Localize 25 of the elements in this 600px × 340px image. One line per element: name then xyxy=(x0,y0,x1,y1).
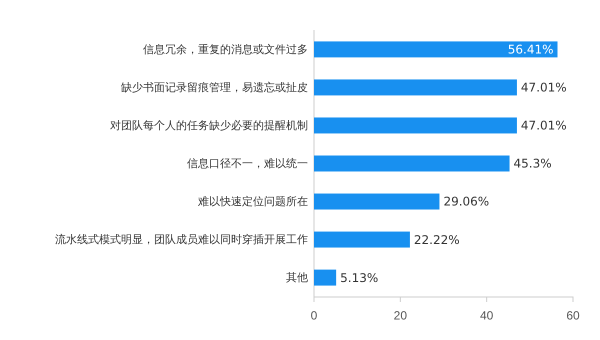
y-tick-label: 信息冗余，重复的消息或文件过多 xyxy=(143,42,308,56)
x-tick-label: 40 xyxy=(480,308,494,322)
data-label: 22.22% xyxy=(414,232,460,247)
bar xyxy=(314,156,510,172)
y-tick-label: 对团队每个人的任务缺少必要的提醒机制 xyxy=(110,118,308,132)
y-tick-label: 缺少书面记录留痕管理，易遗忘或扯皮 xyxy=(121,80,308,94)
bar xyxy=(314,117,517,134)
data-label: 5.13% xyxy=(340,270,378,285)
bar xyxy=(314,194,440,210)
bar xyxy=(314,270,336,286)
data-label: 29.06% xyxy=(443,194,490,209)
data-label: 47.01% xyxy=(520,118,567,133)
y-tick-label: 难以快速定位问题所在 xyxy=(198,195,308,208)
y-tick-label: 信息口径不一，难以统一 xyxy=(187,157,308,170)
data-label: 45.3% xyxy=(514,156,552,171)
x-tick-label: 60 xyxy=(566,308,580,322)
y-tick-label: 其他 xyxy=(286,271,308,284)
bar xyxy=(314,232,410,248)
x-tick-label: 0 xyxy=(310,308,318,322)
data-label: 47.01% xyxy=(520,80,567,95)
data-label: 56.41% xyxy=(508,42,554,57)
y-tick-label: 流水线式模式明显，团队成员难以同时穿插开展工作 xyxy=(55,233,308,246)
x-tick-label: 20 xyxy=(394,308,408,322)
bar xyxy=(314,79,517,96)
bar xyxy=(314,41,558,58)
